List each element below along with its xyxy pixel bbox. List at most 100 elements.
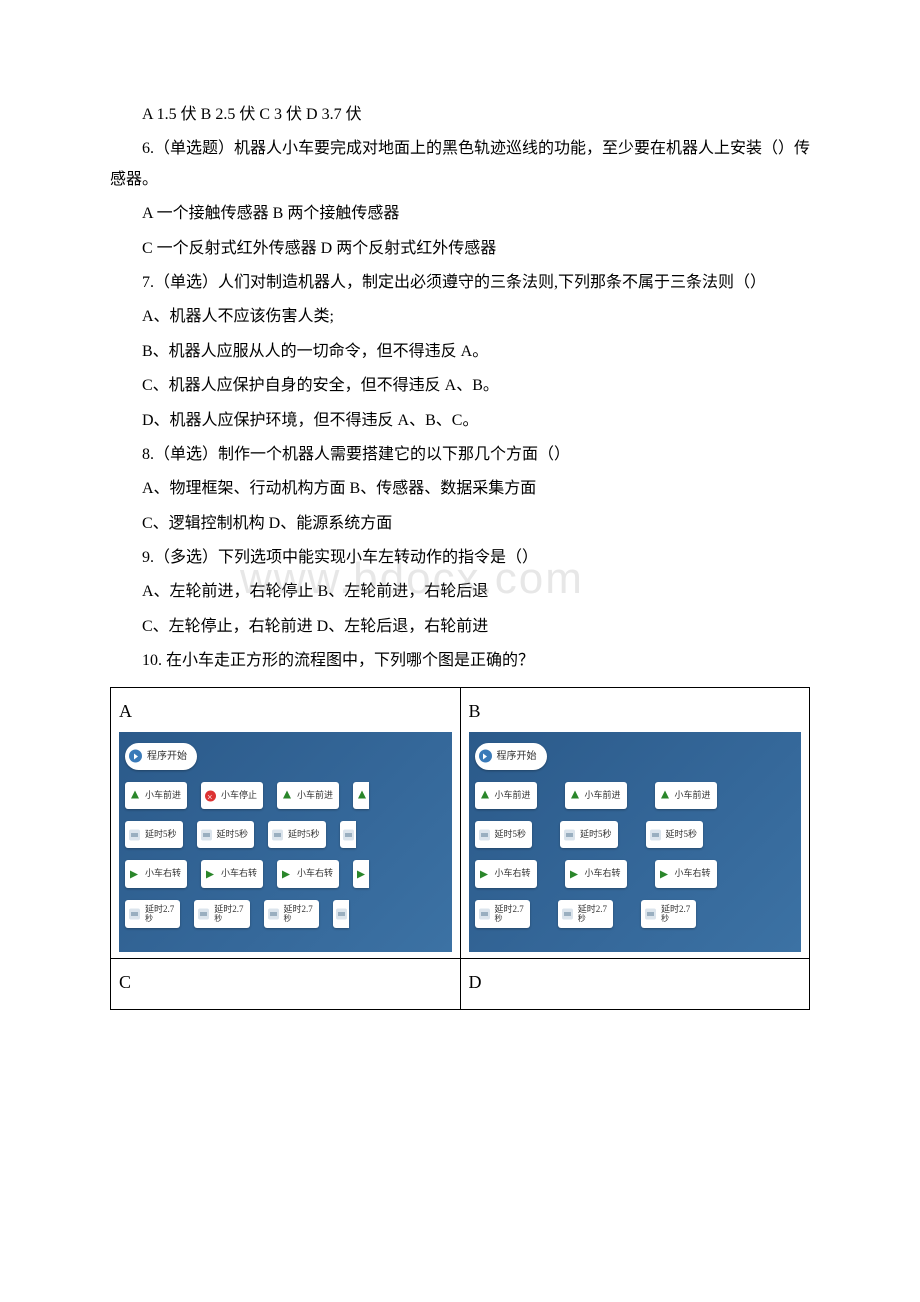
delay-icon bbox=[479, 908, 490, 919]
up-icon bbox=[356, 790, 367, 801]
forward-label: 小车前进 bbox=[145, 790, 181, 800]
q7-text-span: 7.（单选）人们对制造机器人，制定出必须遵守的三条法则,下列那条不属于三条法则（… bbox=[142, 274, 766, 291]
delay27-label: 延时2.7 bbox=[145, 904, 174, 914]
forward-label-2: 小车前进 bbox=[297, 790, 333, 800]
row-right: 小车右转 小车右转 小车右转 bbox=[125, 860, 446, 887]
delay27-sec-2: 秒 bbox=[214, 914, 222, 923]
row-delay27-b: 延时2.7秒 延时2.7秒 延时2.7秒 bbox=[475, 900, 796, 928]
delay-icon bbox=[268, 908, 279, 919]
delay27-block-2: 延时2.7秒 bbox=[194, 900, 249, 928]
partial-block-2 bbox=[340, 821, 356, 848]
stop-block: 小车停止 bbox=[201, 782, 263, 809]
forward-block-b3: 小车前进 bbox=[655, 782, 717, 809]
start-label: 程序开始 bbox=[147, 751, 187, 762]
right-icon bbox=[281, 868, 292, 879]
right-block-b: 小车右转 bbox=[475, 860, 537, 887]
delay-icon bbox=[201, 829, 212, 840]
delay27-label-b2: 延时2.7 bbox=[578, 904, 607, 914]
delay5-block-2: 延时5秒 bbox=[197, 821, 255, 848]
delay-icon bbox=[272, 829, 283, 840]
forward-block-b2: 小车前进 bbox=[565, 782, 627, 809]
delay27-sec-3: 秒 bbox=[284, 914, 292, 923]
delay27-block: 延时2.7秒 bbox=[125, 900, 180, 928]
delay-icon bbox=[129, 829, 140, 840]
q10-text: 10. 在小车走正方形的流程图中，下列哪个图是正确的？ bbox=[110, 646, 810, 676]
q8-text: 8.（单选）制作一个机器人需要搭建它的以下那几个方面（） bbox=[110, 440, 810, 470]
cell-d-label: D bbox=[469, 965, 802, 999]
cell-b: B 程序开始 小车前进 小车前进 小车前进 延时5秒 延时5秒 延时5秒 小车右… bbox=[460, 687, 810, 958]
row-delay27: 延时2.7秒 延时2.7秒 延时2.7秒 bbox=[125, 900, 446, 928]
up-icon bbox=[659, 790, 670, 801]
sec-b: 秒 bbox=[495, 914, 503, 923]
q9-opt1: A、左轮前进，右轮停止 B、左轮前进，右轮后退 bbox=[110, 577, 810, 607]
delay5-block-b: 延时5秒 bbox=[475, 821, 533, 848]
delay27-block-b3: 延时2.7秒 bbox=[641, 900, 696, 928]
document-body: A 1.5 伏 B 2.5 伏 C 3 伏 D 3.7 伏 6.（单选题）机器人… bbox=[110, 100, 810, 1010]
delay5-block-3: 延时5秒 bbox=[268, 821, 326, 848]
q9-text: 9.（多选）下列选项中能实现小车左转动作的指令是（） bbox=[110, 543, 810, 573]
right-label-2: 小车右转 bbox=[221, 868, 257, 878]
flowchart-b: 程序开始 小车前进 小车前进 小车前进 延时5秒 延时5秒 延时5秒 小车右转 … bbox=[469, 732, 802, 952]
forward-label-b2: 小车前进 bbox=[585, 790, 621, 800]
play-icon bbox=[479, 750, 492, 763]
right-label: 小车右转 bbox=[145, 868, 181, 878]
delay27-block-3: 延时2.7秒 bbox=[264, 900, 319, 928]
delay5-block-b2: 延时5秒 bbox=[560, 821, 618, 848]
up-icon bbox=[129, 790, 140, 801]
delay5-label-2: 延时5秒 bbox=[217, 829, 249, 839]
delay5-label-b3: 延时5秒 bbox=[666, 829, 698, 839]
right-block-3: 小车右转 bbox=[277, 860, 339, 887]
delay27-label-2: 延时2.7 bbox=[214, 904, 243, 914]
delay5-label-3: 延时5秒 bbox=[288, 829, 320, 839]
delay-icon bbox=[198, 908, 209, 919]
up-icon bbox=[479, 790, 490, 801]
right-label-3: 小车右转 bbox=[297, 868, 333, 878]
cell-c-label: C bbox=[119, 965, 452, 999]
delay5-label: 延时5秒 bbox=[145, 829, 177, 839]
up-icon bbox=[281, 790, 292, 801]
delay-icon bbox=[129, 908, 140, 919]
delay-icon bbox=[336, 908, 347, 919]
right-block-b3: 小车右转 bbox=[655, 860, 717, 887]
q6-opt1: A 一个接触传感器 B 两个接触传感器 bbox=[110, 199, 810, 229]
delay27-label-3: 延时2.7 bbox=[284, 904, 313, 914]
delay27-sec: 秒 bbox=[145, 914, 153, 923]
start-label-b: 程序开始 bbox=[497, 751, 537, 762]
right-icon bbox=[129, 868, 140, 879]
right-block-2: 小车右转 bbox=[201, 860, 263, 887]
row-right-b: 小车右转 小车右转 小车右转 bbox=[475, 860, 796, 887]
cell-b-label: B bbox=[469, 694, 802, 728]
right-label-b3: 小车右转 bbox=[675, 868, 711, 878]
q9-opt2: C、左轮停止，右轮前进 D、左轮后退，右轮前进 bbox=[110, 612, 810, 642]
delay-icon bbox=[562, 908, 573, 919]
q6-text: 6.（单选题）机器人小车要完成对地面上的黑色轨迹巡线的功能，至少要在机器人上安装… bbox=[110, 134, 810, 195]
right-icon bbox=[205, 868, 216, 879]
row-delay5: 延时5秒 延时5秒 延时5秒 bbox=[125, 821, 446, 848]
delay-icon bbox=[650, 829, 661, 840]
up-icon bbox=[569, 790, 580, 801]
delay27-block-b: 延时2.7秒 bbox=[475, 900, 530, 928]
delay5-block-b3: 延时5秒 bbox=[646, 821, 704, 848]
right-icon bbox=[569, 868, 580, 879]
delay5-label-b: 延时5秒 bbox=[495, 829, 527, 839]
q6-text-span: 6.（单选题）机器人小车要完成对地面上的黑色轨迹巡线的功能，至少要在机器人上安装… bbox=[110, 140, 810, 187]
right-block-b2: 小车右转 bbox=[565, 860, 627, 887]
q7-d: D、机器人应保护环境，但不得违反 A、B、C。 bbox=[110, 406, 810, 436]
delay-icon bbox=[564, 829, 575, 840]
delay-icon bbox=[479, 829, 490, 840]
delay-icon bbox=[645, 908, 656, 919]
delay5-label-b2: 延时5秒 bbox=[580, 829, 612, 839]
forward-block-2: 小车前进 bbox=[277, 782, 339, 809]
stop-icon bbox=[205, 790, 216, 801]
forward-block: 小车前进 bbox=[125, 782, 187, 809]
row-delay5-b: 延时5秒 延时5秒 延时5秒 bbox=[475, 821, 796, 848]
right-icon bbox=[659, 868, 670, 879]
delay27-block-b2: 延时2.7秒 bbox=[558, 900, 613, 928]
stop-label: 小车停止 bbox=[221, 790, 257, 800]
q7-text: 7.（单选）人们对制造机器人，制定出必须遵守的三条法则,下列那条不属于三条法则（… bbox=[110, 268, 810, 298]
cell-a: A 程序开始 小车前进 小车停止 小车前进 延时5秒 延时5秒 延时5秒 bbox=[111, 687, 461, 958]
cell-a-label: A bbox=[119, 694, 452, 728]
sec-b3: 秒 bbox=[661, 914, 669, 923]
cell-c: C bbox=[111, 958, 461, 1009]
forward-label-b3: 小车前进 bbox=[675, 790, 711, 800]
